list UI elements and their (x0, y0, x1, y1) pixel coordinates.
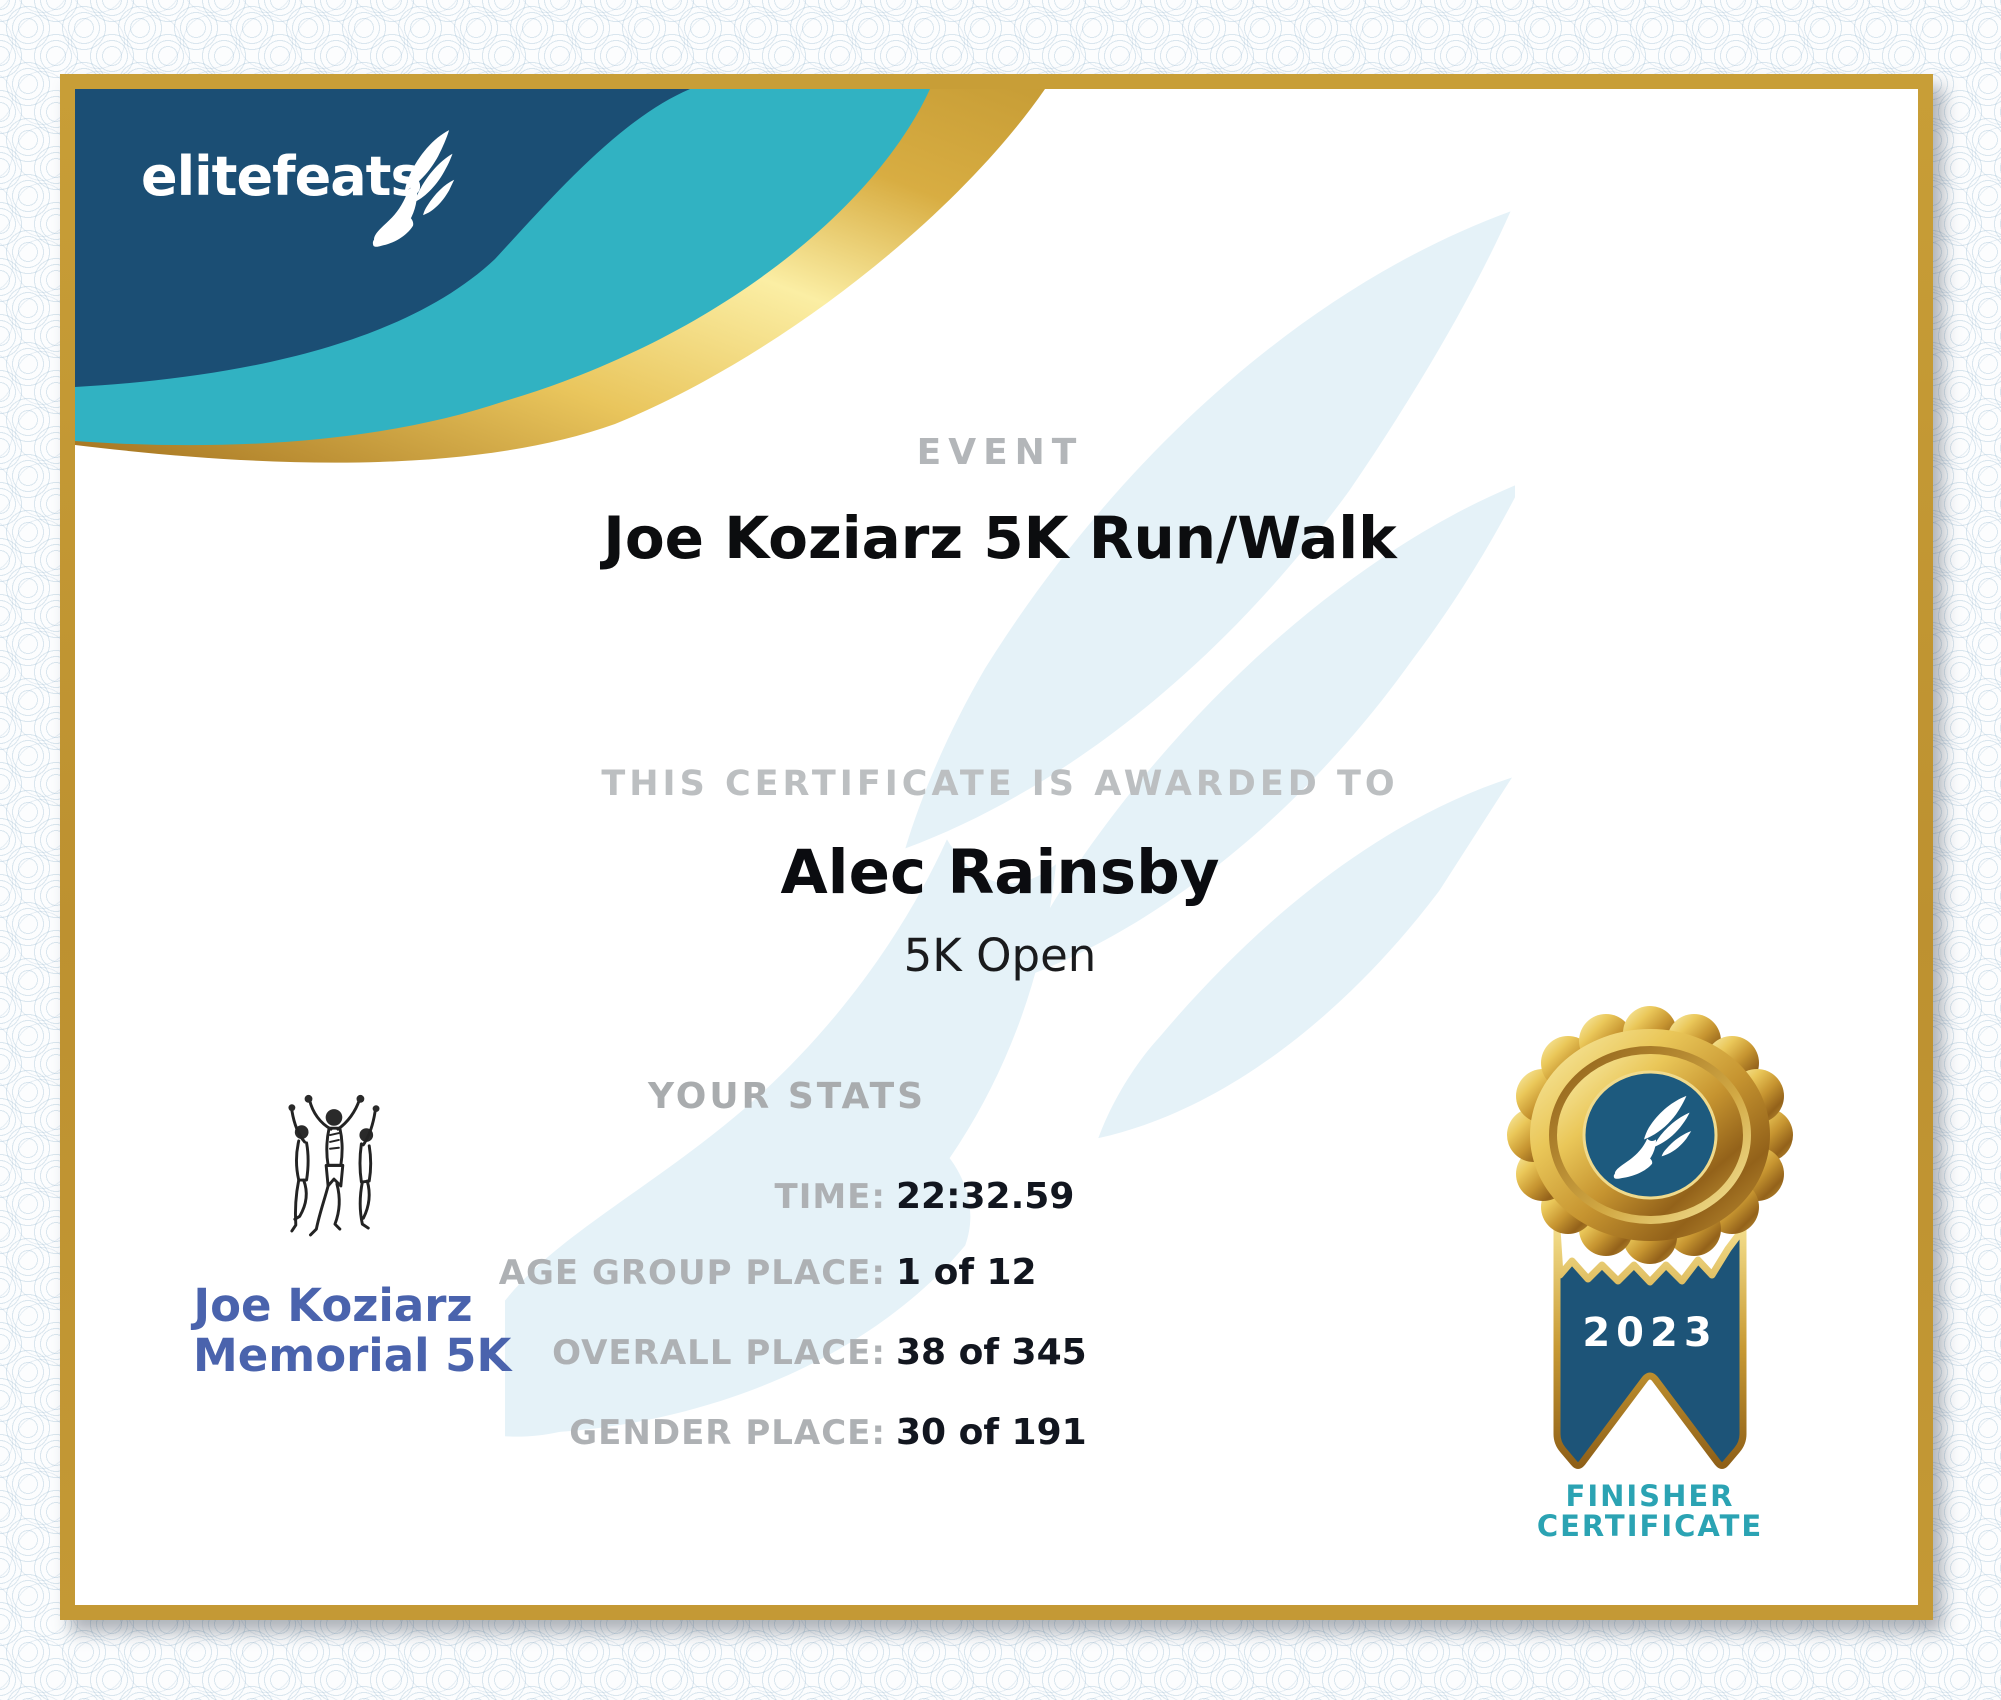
stat-row-time: TIME: 22:32.59 (75, 1179, 1918, 1215)
stat-label: OVERALL PLACE: (552, 1333, 886, 1373)
medal-year: 2023 (1582, 1310, 1717, 1356)
stat-value: 1 of 12 (896, 1252, 1037, 1293)
stat-label: GENDER PLACE: (569, 1413, 886, 1453)
stat-row-age-group-place: AGE GROUP PLACE: 1 of 12 (75, 1255, 1918, 1291)
race-logo-line2: Memorial 5K (193, 1329, 512, 1382)
gold-frame: elitefeats EVENT Joe Koziarz 5K Run/Walk… (60, 74, 1933, 1620)
finisher-caption: FINISHER CERTIFICATE (1460, 1481, 1840, 1541)
stat-value: 22:32.59 (896, 1176, 1075, 1217)
runners-sketch-icon (288, 1094, 380, 1237)
winged-shoe-icon (372, 130, 455, 247)
stat-value: 38 of 345 (896, 1332, 1087, 1373)
medal-ribbon (1553, 1225, 1747, 1469)
race-logo-line1: Joe Koziarz (193, 1279, 473, 1332)
event-label: EVENT (916, 432, 1084, 473)
division-name: 5K Open (903, 929, 1097, 982)
race-logo: Joe Koziarz Memorial 5K (193, 1091, 512, 1382)
stat-label: AGE GROUP PLACE: (498, 1253, 886, 1293)
finisher-caption-line2: CERTIFICATE (1536, 1509, 1764, 1543)
gold-rosette-medal: 2023 (1507, 1006, 1793, 1469)
stat-row-gender-place: GENDER PLACE: 30 of 191 (75, 1415, 1918, 1451)
event-name: Joe Koziarz 5K Run/Walk (603, 504, 1397, 572)
certificate-body: elitefeats EVENT Joe Koziarz 5K Run/Walk… (75, 89, 1918, 1605)
awarded-to-label: THIS CERTIFICATE IS AWARDED TO (601, 764, 1399, 804)
finisher-caption-line1: FINISHER (1565, 1479, 1735, 1513)
brand-logo-text: elitefeats (141, 145, 423, 208)
stat-value: 30 of 191 (896, 1412, 1087, 1453)
stat-label: TIME: (774, 1177, 886, 1217)
stats-heading: YOUR STATS (647, 1076, 927, 1117)
recipient-name: Alec Rainsby (780, 837, 1220, 908)
stat-row-overall-place: OVERALL PLACE: 38 of 345 (75, 1335, 1918, 1371)
